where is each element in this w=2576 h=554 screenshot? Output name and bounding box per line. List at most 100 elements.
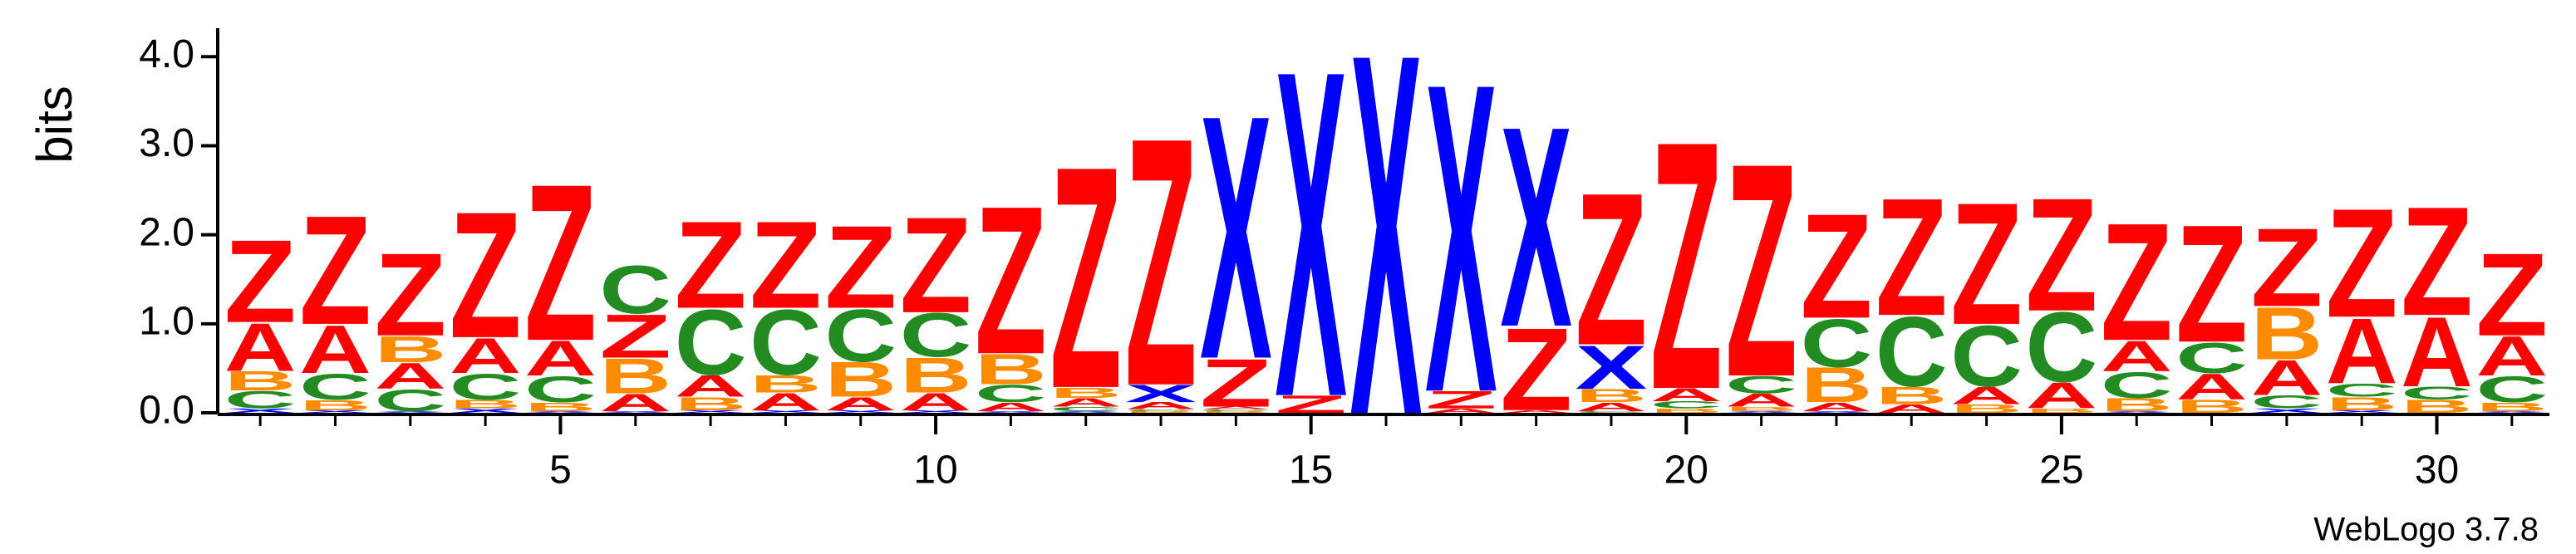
logo-letter: C	[224, 386, 297, 414]
logo-letter: C	[1725, 370, 1797, 399]
logo-letter: C	[2401, 383, 2473, 404]
x-tick-label: 20	[1664, 449, 1708, 493]
logo-letter: X	[1125, 380, 1197, 407]
logo-letter: A	[1801, 400, 1873, 414]
logo-letter: B	[524, 400, 597, 414]
logo-letter: B	[2175, 396, 2248, 417]
logo-letter: A	[750, 388, 822, 416]
logo-letter: X	[1500, 67, 1572, 387]
logo-letter: B	[2326, 394, 2398, 414]
logo-letter: X	[2475, 410, 2548, 413]
logo-letter: B	[2251, 292, 2323, 375]
logo-letter: A	[224, 309, 297, 385]
logo-letter: X	[900, 409, 972, 414]
logo-letter: Z	[1275, 390, 1347, 419]
logo-letter: Z	[1425, 385, 1497, 414]
logo-letter: X	[2326, 409, 2398, 414]
x-tick-label: 5	[549, 449, 572, 493]
logo-letter: X	[1050, 410, 1122, 413]
logo-letter: B	[1200, 410, 1272, 413]
y-tick-label: 0.0	[139, 389, 194, 433]
logo-letter: X	[1275, 0, 1347, 494]
logo-letter: A	[2175, 366, 2248, 408]
x-tick-label: 25	[2039, 449, 2083, 493]
logo-letter: X	[2101, 410, 2173, 413]
logo-letter: Z	[2475, 229, 2548, 361]
logo-letter: X	[975, 410, 1047, 413]
logo-letter: Z	[2401, 175, 2473, 348]
logo-letter: C	[450, 366, 522, 408]
logo-letter: A	[2251, 351, 2323, 406]
logo-letter: X	[374, 410, 446, 413]
logo-letter: A	[1200, 406, 1272, 410]
logo-letter: C	[299, 366, 371, 408]
logo-letter: A	[675, 369, 747, 404]
y-tick-label: 1.0	[139, 299, 194, 343]
logo-letter: B	[675, 394, 747, 414]
x-tick-label: 30	[2415, 449, 2459, 493]
logo-letter: B	[1801, 357, 1873, 413]
logo-letter: Z	[2175, 191, 2248, 379]
logo-letter: B	[1725, 405, 1797, 412]
logo-letter: B	[1875, 381, 1948, 409]
x-tick-label: 10	[913, 449, 957, 493]
logo-letter: A	[2026, 375, 2098, 417]
logo-letter: Z	[2101, 189, 2173, 376]
logo-letter: C	[1125, 409, 1197, 411]
logo-letter: A	[900, 388, 972, 416]
y-tick-label: 2.0	[139, 210, 194, 254]
logo-letter: A	[599, 389, 671, 417]
logo-letter: B	[1650, 407, 1723, 414]
logo-letter: B	[224, 365, 297, 396]
logo-letter: C	[2475, 369, 2548, 410]
logo-letter: Z	[299, 184, 371, 357]
logo-letter: X	[450, 407, 522, 414]
logo-letter: X	[524, 410, 597, 413]
logo-letter: Z	[1950, 166, 2023, 360]
logo-letter: C	[524, 369, 597, 410]
logo-letter: B	[2401, 396, 2473, 417]
logo-letter: A	[2401, 297, 2473, 408]
logo-letter: Z	[824, 201, 897, 333]
logo-letter: C	[1950, 307, 2023, 404]
logo-letter: Z	[524, 137, 597, 388]
logo-letter: A	[1950, 381, 2023, 409]
logo-letter: Z	[374, 229, 446, 361]
logo-letter: C	[2326, 380, 2398, 401]
logo-letter: B	[1576, 385, 1648, 406]
footer: WebLogo 3.7.8	[2313, 512, 2539, 548]
logo-letter: B	[900, 348, 972, 404]
logo-letter: A	[450, 328, 522, 384]
logo-letter: X	[750, 409, 822, 414]
logo-letter: A	[299, 311, 371, 387]
logo-letter: A	[1875, 402, 1948, 416]
logo-letter: Z	[1050, 101, 1122, 455]
logo-letter: C	[1200, 409, 1272, 411]
logo-letter: B	[599, 349, 671, 404]
logo-letter: Z	[224, 216, 297, 348]
logo-letter: B	[1950, 402, 2023, 416]
logo-letter: Z	[1650, 68, 1723, 463]
logo-letter: B	[374, 329, 446, 370]
logo-letter: C	[2026, 292, 2098, 404]
y-tick-label: 4.0	[139, 32, 194, 76]
logo-letter: Z	[1125, 65, 1197, 460]
logo-letter: C	[599, 252, 671, 328]
logo-letter: A	[1725, 390, 1797, 410]
logo-letter: C	[1650, 400, 1723, 410]
logo-letter: B	[824, 352, 897, 408]
logo-letter: A	[1576, 400, 1648, 414]
logo-letter: B	[450, 397, 522, 411]
logo-letter: A	[2326, 299, 2398, 404]
logo-letter: B	[1050, 385, 1122, 401]
logo-letter: X	[224, 407, 297, 414]
logo-letter: Z	[750, 195, 822, 334]
logo-letter: Z	[2251, 206, 2323, 331]
logo-letter: X	[299, 409, 371, 414]
logo-letter: C	[675, 290, 747, 395]
logo-letter: B	[2026, 407, 2098, 414]
logo-letter: B	[1125, 410, 1197, 413]
logo-letter: B	[750, 370, 822, 398]
logo-letter: C	[374, 383, 446, 418]
